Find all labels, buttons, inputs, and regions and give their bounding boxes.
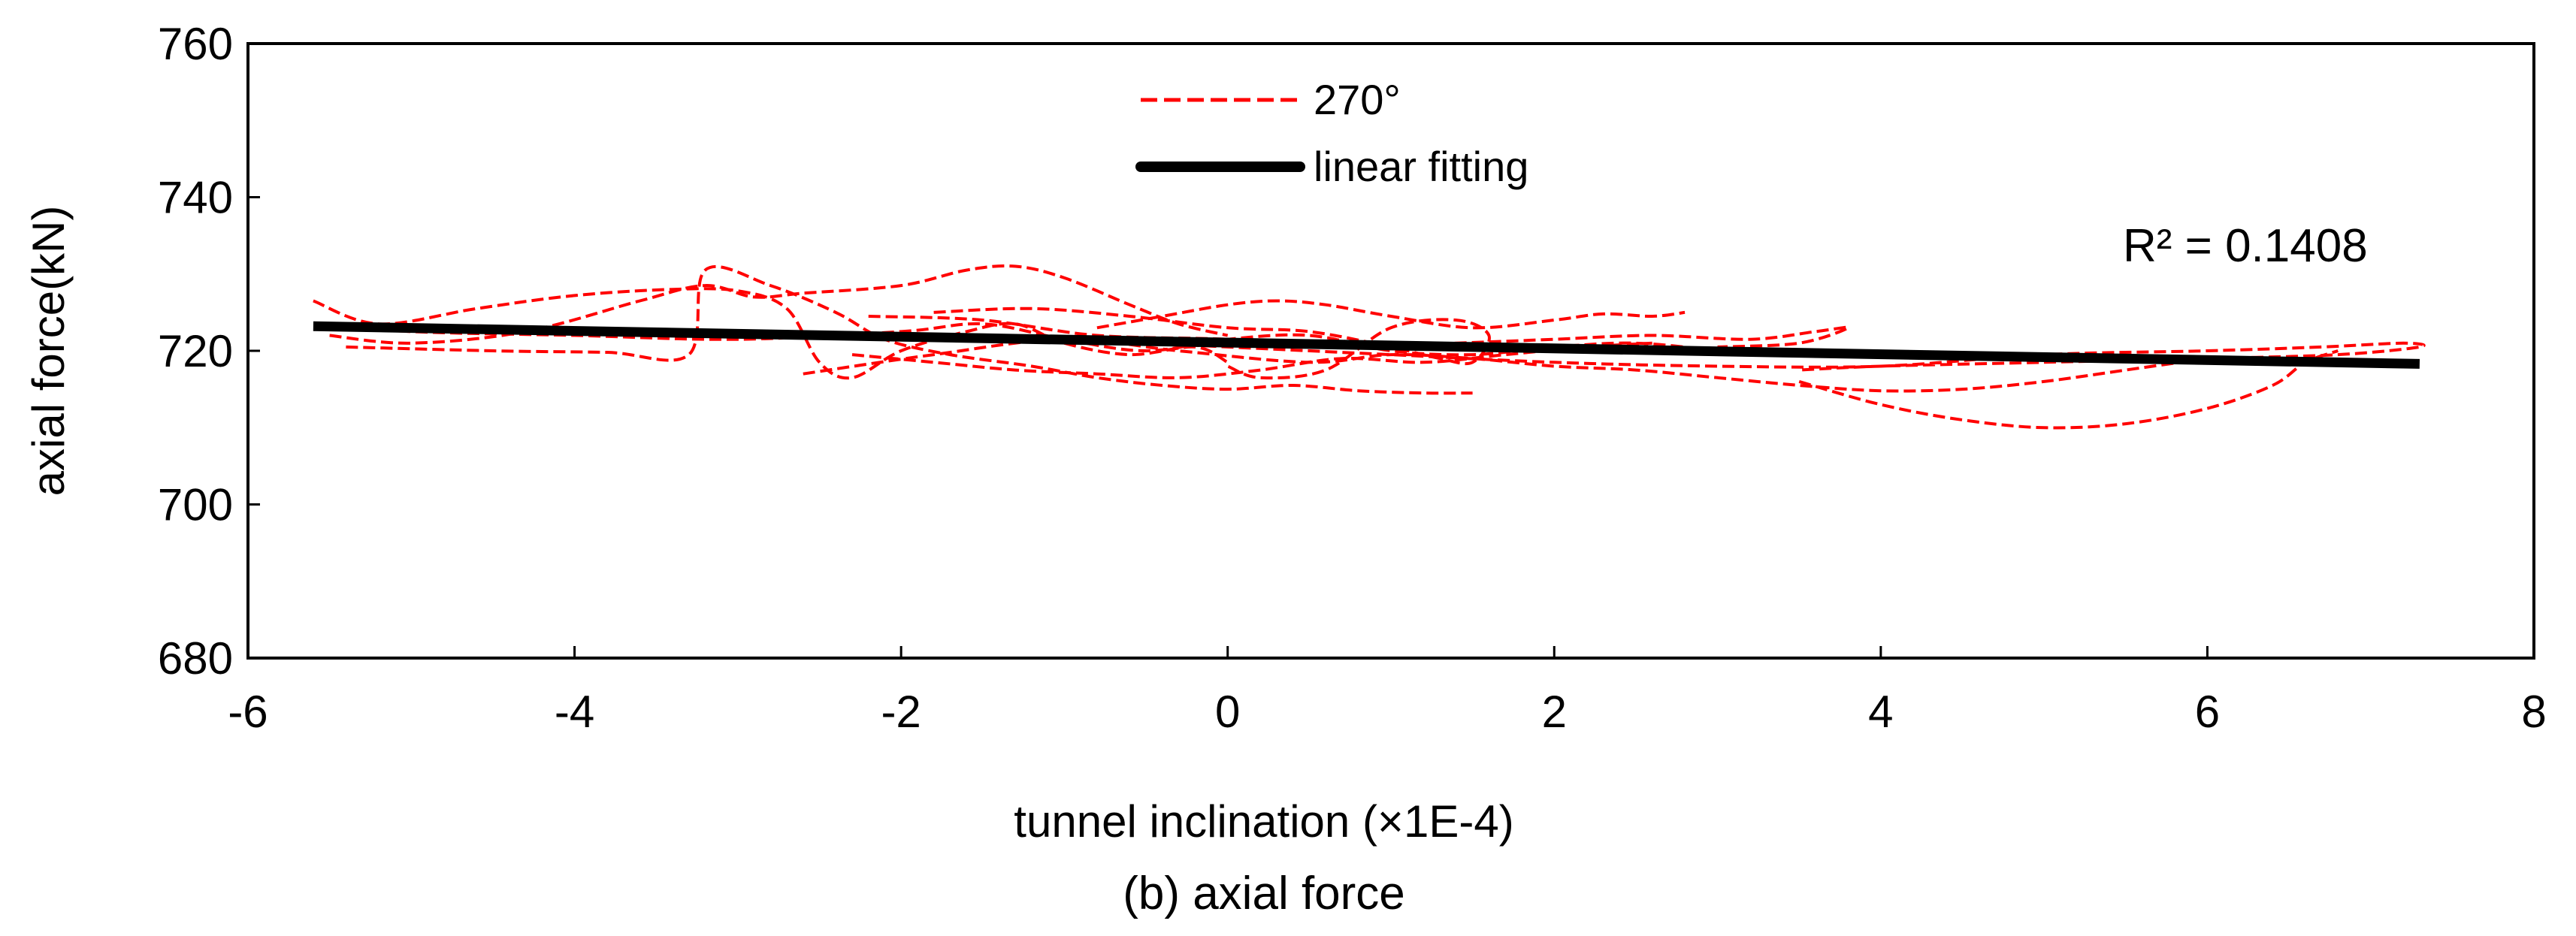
legend: 270° linear fitting	[1135, 76, 1528, 190]
x-tick-label: -6	[228, 687, 268, 737]
x-tick-label: 8	[2521, 687, 2546, 737]
y-tick-label: 700	[158, 480, 233, 530]
series-270-line	[1096, 299, 1686, 330]
series-270-line	[868, 315, 1850, 349]
x-axis-ticks	[246, 646, 2535, 658]
linear-fitting-line	[313, 321, 2420, 369]
x-axis-title: tunnel inclination (×1E-4)	[1014, 796, 1513, 847]
y-axis-title: axial force(kN)	[23, 206, 74, 497]
r-squared-annotation: R² = 0.1408	[2123, 220, 2368, 272]
series-270-line	[313, 287, 1229, 380]
x-tick-label: -4	[555, 687, 594, 737]
y-tick-label: 740	[158, 173, 233, 223]
series-270-line	[1798, 349, 2339, 430]
plot-area-frame	[246, 42, 2535, 660]
x-axis-tick-labels: -6 -4 -2 0 2 4 6 8	[228, 687, 2546, 737]
x-tick-label: 2	[1542, 687, 1567, 737]
figure-caption: (b) axial force	[1123, 868, 1405, 919]
y-axis-tick-labels: 680 700 720 740 760	[158, 19, 233, 684]
series-270-line	[933, 306, 1491, 380]
y-tick-label: 760	[158, 19, 233, 69]
y-tick-label: 680	[158, 633, 233, 684]
legend-label-270: 270°	[1314, 76, 1401, 123]
y-tick-label: 720	[158, 326, 233, 376]
y-axis-ticks	[248, 42, 260, 660]
series-270-line	[851, 341, 1652, 379]
x-tick-label: 0	[1215, 687, 1240, 737]
series-270-line	[346, 265, 1473, 395]
x-tick-label: 4	[1868, 687, 1893, 737]
x-tick-label: -2	[881, 687, 921, 737]
legend-label-linear-fitting: linear fitting	[1314, 143, 1528, 190]
series-layer	[313, 264, 2426, 430]
x-tick-label: 6	[2195, 687, 2220, 737]
